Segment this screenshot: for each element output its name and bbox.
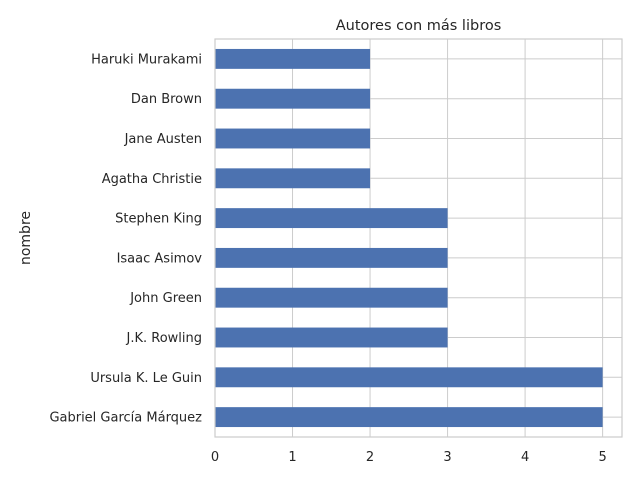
y-tick-label: John Green (129, 291, 202, 306)
bar (215, 247, 448, 268)
x-tick-label: 0 (211, 450, 219, 465)
x-tick-label: 1 (288, 450, 296, 465)
y-tick-label: J.K. Rowling (125, 331, 202, 346)
x-tick-labels: 0 1 2 3 4 5 (211, 450, 607, 465)
bar (215, 367, 603, 388)
bar (215, 287, 448, 308)
bar (215, 407, 603, 428)
plot-border (214, 38, 623, 438)
x-tick-label: 4 (521, 450, 529, 465)
y-tick-label: Jane Austen (124, 132, 202, 147)
bar (215, 48, 371, 69)
bar (215, 128, 371, 149)
x-tick-label: 5 (598, 450, 606, 465)
y-tick-label: Isaac Asimov (117, 251, 203, 266)
y-tick-labels: Gabriel García Márquez Ursula K. Le Guin J… (49, 52, 202, 425)
y-tick-label: Dan Brown (131, 92, 202, 107)
bar (215, 168, 371, 189)
plot-frame (214, 38, 623, 438)
bar (215, 208, 448, 229)
bars (215, 48, 603, 428)
y-tick-label: Haruki Murakami (91, 52, 202, 67)
y-tick-label: Agatha Christie (102, 172, 202, 187)
bar (215, 88, 371, 109)
y-tick-label: Ursula K. Le Guin (90, 371, 202, 386)
x-tick-label: 2 (366, 450, 374, 465)
y-axis-label: nombre (18, 211, 34, 265)
y-tick-label: Gabriel García Márquez (49, 411, 202, 426)
x-tick-label: 3 (443, 450, 451, 465)
bar (215, 327, 448, 348)
y-tick-label: Stephen King (115, 212, 202, 227)
chart-title: Autores con más libros (336, 18, 502, 34)
